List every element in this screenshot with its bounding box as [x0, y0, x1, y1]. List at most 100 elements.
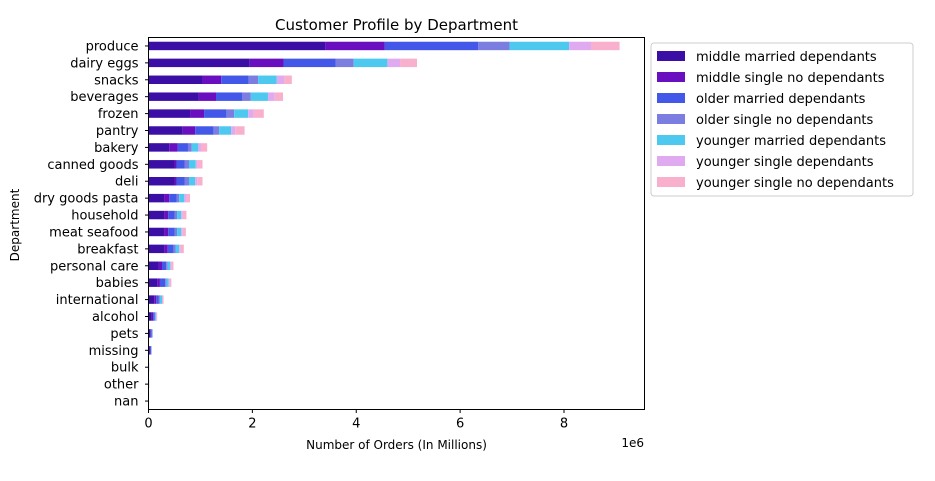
bar-segment: [164, 245, 168, 253]
bar-segment: [221, 76, 249, 84]
bar-segment: [181, 211, 183, 219]
bar-segment: [155, 312, 156, 320]
bar-segment: [149, 177, 175, 185]
bar-segment: [149, 76, 202, 84]
legend-label: younger single no dependants: [696, 176, 894, 191]
x-axis-offset-label: 1e6: [621, 436, 644, 450]
bar-segment: [159, 262, 162, 270]
bar-segment: [149, 126, 183, 134]
bar-segment: [179, 194, 184, 202]
bar-segment: [149, 109, 191, 117]
x-tick-label: 2: [248, 417, 256, 432]
y-tick-label: international: [56, 293, 139, 308]
bar-segment: [277, 76, 284, 84]
bar-segment: [167, 278, 169, 286]
bar-segment: [150, 346, 151, 354]
bar-segment: [150, 329, 151, 337]
bar-segment: [149, 245, 165, 253]
y-axis-label: Department: [8, 188, 22, 261]
y-tick-label: canned goods: [47, 158, 138, 173]
bar-segment: [149, 143, 170, 151]
legend-swatch: [657, 177, 685, 187]
y-tick-label: other: [104, 378, 139, 393]
bar-segment: [201, 143, 207, 151]
bar-segment: [284, 59, 336, 67]
y-tick-label: breakfast: [77, 242, 138, 257]
bar-segment: [188, 143, 192, 151]
bar-segment: [170, 262, 171, 270]
bar-segment: [157, 312, 158, 320]
bar-segment: [250, 59, 284, 67]
bar-segment: [169, 143, 177, 151]
bar-segment: [569, 42, 591, 50]
bar-segment: [284, 76, 292, 84]
bar-segment: [178, 143, 188, 151]
bar-segment: [478, 42, 509, 50]
bar-segment: [150, 346, 151, 354]
bar-segment: [149, 42, 326, 50]
bar-segment: [171, 262, 173, 270]
bar-segment: [149, 228, 165, 236]
bar-segment: [216, 92, 242, 100]
bar-segment: [160, 278, 165, 286]
bar-segment: [248, 109, 253, 117]
bar-segment: [177, 177, 185, 185]
y-tick-label: missing: [89, 344, 139, 359]
bar-segment: [173, 245, 175, 253]
bar-segment: [177, 228, 181, 236]
bar-segment: [226, 109, 234, 117]
bar-segment: [163, 295, 164, 303]
y-tick-label: alcohol: [92, 310, 138, 325]
bar-segment: [198, 143, 201, 151]
bar-segment: [169, 278, 170, 286]
bar-segment: [168, 245, 174, 253]
bar-segment: [185, 160, 189, 168]
bar-segment: [184, 194, 186, 202]
bar-segment: [149, 295, 155, 303]
y-tick-label: bakery: [94, 141, 139, 156]
bar-segment: [190, 109, 204, 117]
bar-segment: [189, 160, 196, 168]
bar-segment: [335, 59, 353, 67]
bar-segment: [196, 160, 198, 168]
bar-segment: [168, 228, 174, 236]
legend-swatch: [657, 72, 685, 82]
bar-segment: [354, 59, 388, 67]
y-tick-label: babies: [96, 276, 139, 291]
legend-swatch: [657, 51, 685, 61]
y-tick-label: personal care: [50, 259, 138, 274]
bar-segment: [151, 329, 152, 337]
bar-segment: [268, 92, 275, 100]
y-tick-label: pets: [110, 327, 138, 342]
bar-segment: [197, 177, 202, 185]
bar-segment: [174, 211, 177, 219]
bar-segment: [162, 262, 166, 270]
bar-segment: [149, 278, 158, 286]
bar-segment: [176, 245, 180, 253]
x-tick-label: 0: [144, 417, 152, 432]
bar-segment: [198, 160, 203, 168]
bar-segment: [174, 177, 176, 185]
bar-segment: [165, 278, 167, 286]
bar-segment: [253, 109, 263, 117]
bar-segment: [149, 92, 199, 100]
bar-segment: [213, 126, 219, 134]
bar-segment: [181, 245, 184, 253]
bar-segment: [149, 211, 165, 219]
bar-segment: [152, 312, 154, 320]
y-tick-label: deli: [115, 175, 138, 190]
legend-label: middle single no dependants: [696, 71, 885, 86]
bar-segment: [156, 295, 159, 303]
y-tick-label: household: [71, 209, 138, 224]
bar-segment: [174, 160, 176, 168]
bar-segment: [153, 312, 155, 320]
bar-segment: [179, 245, 181, 253]
bar-segment: [149, 194, 165, 202]
bar-segment: [249, 76, 258, 84]
bar-segment: [202, 76, 221, 84]
bar-segment: [234, 109, 248, 117]
y-tick-label: beverages: [70, 90, 139, 105]
